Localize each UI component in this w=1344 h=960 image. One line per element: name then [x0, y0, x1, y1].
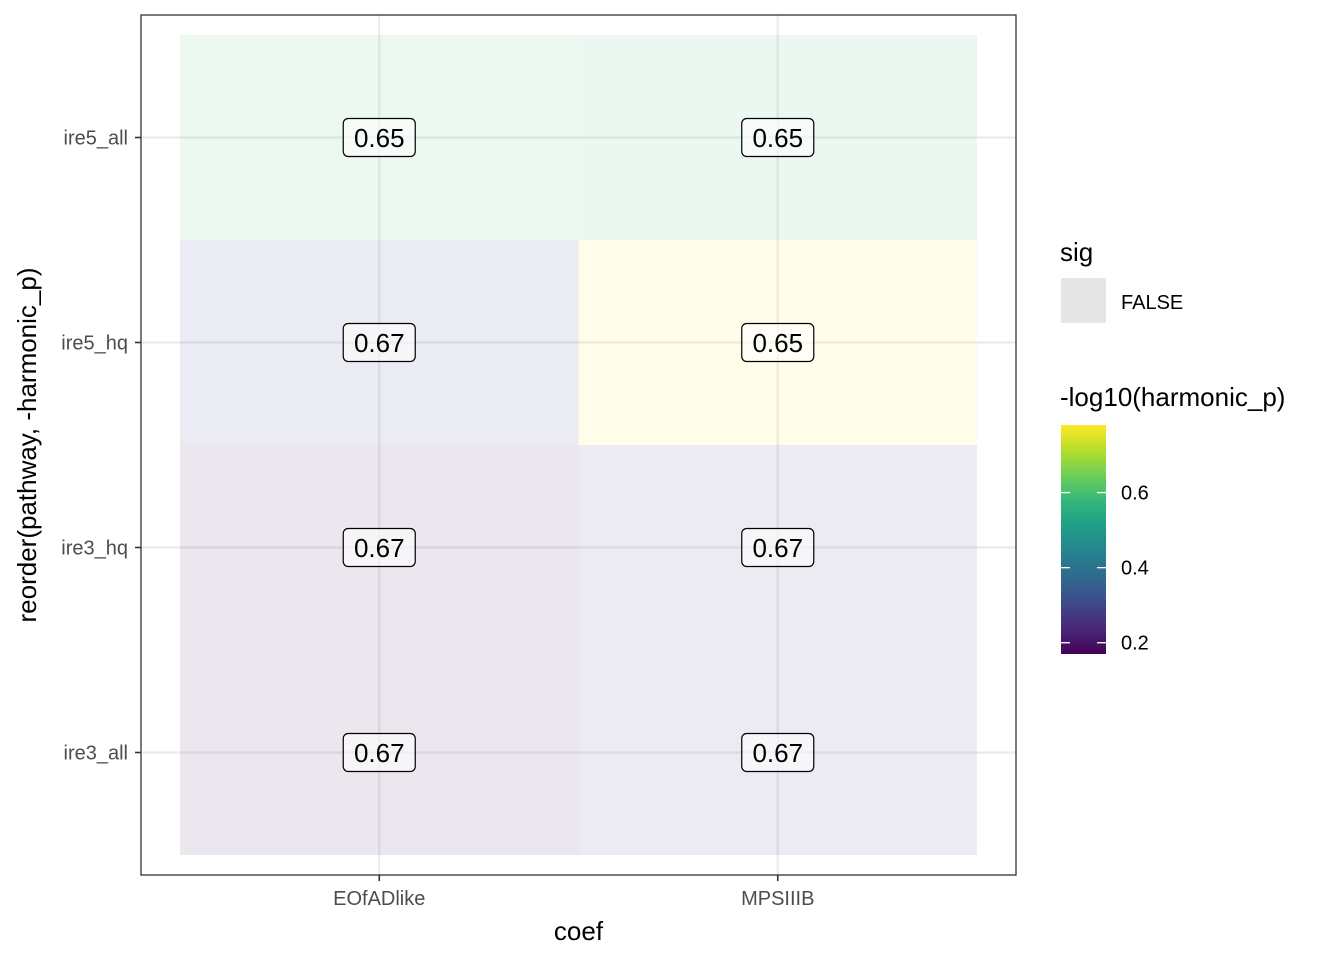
y-axis-title: reorder(pathway, -harmonic_p) [12, 268, 42, 623]
sig-legend: sig FALSE [1060, 237, 1183, 323]
x-axis-title: coef [554, 916, 604, 946]
y-tick-label-ire3_all: ire3_all [64, 743, 128, 765]
sig-legend-title: sig [1060, 237, 1093, 267]
colorbar-ticks: 0.2 0.4 0.6 [1061, 483, 1149, 655]
y-tick-label-ire5_all: ire5_all [64, 128, 128, 150]
cell-label-ire3_hq-EOfADlike: 0.67 [342, 527, 416, 568]
cell-label-ire5_hq-EOfADlike: 0.67 [342, 322, 416, 363]
cell-label-text: 0.65 [354, 123, 405, 153]
y-axis: ire3_all ire3_hq ire5_hq ire5_all [61, 128, 141, 765]
cell-label-box [342, 527, 416, 568]
cell-label-text: 0.65 [752, 123, 803, 153]
colorbar [1061, 425, 1106, 654]
heatmap-cells [180, 35, 977, 855]
colorbar-tick-label: 0.6 [1121, 483, 1149, 505]
cell-labels: 0.65 0.65 0.67 0.65 0.67 0.67 0.67 0.67 [342, 117, 815, 773]
cell-label-ire3_all-MPSIIIB: 0.67 [741, 732, 815, 773]
y-tick-label-ire3_hq: ire3_hq [61, 538, 128, 560]
y-tick-label-ire5_hq: ire5_hq [61, 333, 128, 355]
cell-label-text: 0.67 [354, 533, 405, 563]
cell-label-ire3_hq-MPSIIIB: 0.67 [741, 527, 815, 568]
panel-border [140, 14, 1017, 876]
cell-label-box [342, 117, 416, 158]
cell-label-ire5_hq-MPSIIIB: 0.65 [741, 322, 815, 363]
cell-label-box [741, 322, 815, 363]
cell-label-text: 0.65 [752, 328, 803, 358]
cell-label-ire5_all-MPSIIIB: 0.65 [741, 117, 815, 158]
panel-background [141, 15, 1016, 875]
sig-legend-key [1061, 278, 1106, 323]
cell-label-text: 0.67 [752, 533, 803, 563]
cell-label-box [741, 732, 815, 773]
color-legend-title: -log10(harmonic_p) [1060, 382, 1285, 412]
cell-label-text: 0.67 [354, 328, 405, 358]
cell-label-ire3_all-EOfADlike: 0.67 [342, 732, 416, 773]
x-axis: EOfADlike MPSIIIB [333, 875, 814, 910]
x-tick-label-MPSIIIB: MPSIIIB [741, 888, 814, 910]
color-legend: -log10(harmonic_p) 0.2 0.4 0.6 [1060, 382, 1285, 655]
cell-label-box [741, 527, 815, 568]
cell-label-text: 0.67 [354, 738, 405, 768]
cell-label-box [741, 117, 815, 158]
x-tick-label-EOfADlike: EOfADlike [333, 888, 425, 910]
colorbar-tick-label: 0.4 [1121, 558, 1149, 580]
colorbar-tick-label: 0.2 [1121, 633, 1149, 655]
cell-label-box [342, 732, 416, 773]
cell-label-text: 0.67 [752, 738, 803, 768]
cell-label-ire5_all-EOfADlike: 0.65 [342, 117, 416, 158]
sig-legend-label: FALSE [1121, 292, 1183, 314]
gridlines [141, 15, 1016, 875]
cell-label-box [342, 322, 416, 363]
